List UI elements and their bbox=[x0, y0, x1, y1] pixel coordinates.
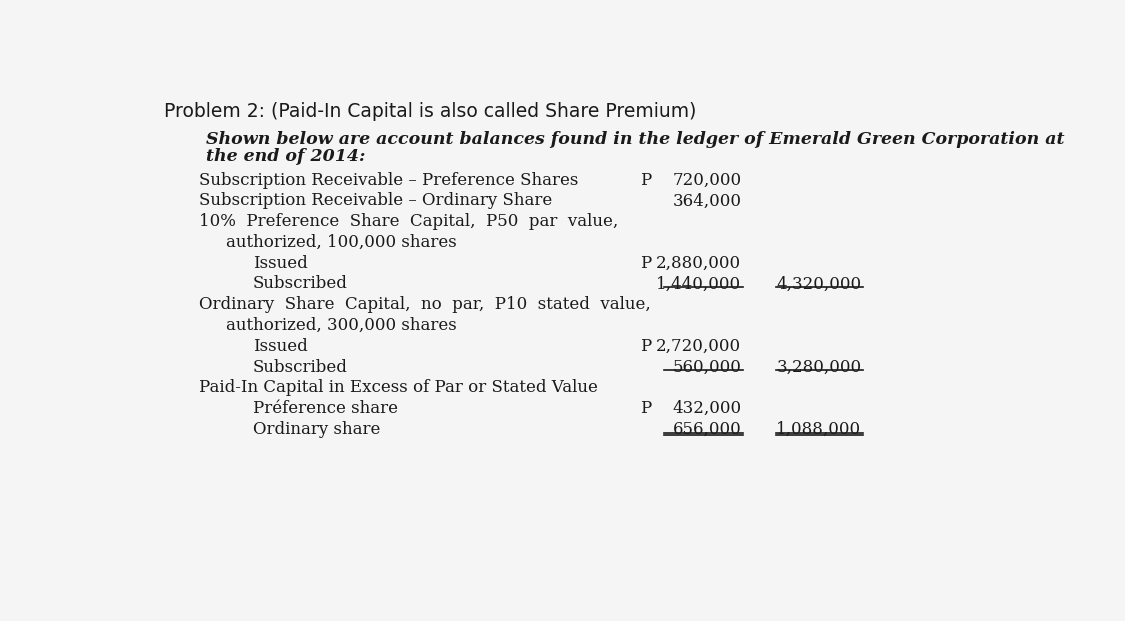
Text: Ordinary  Share  Capital,  no  par,  P10  stated  value,: Ordinary Share Capital, no par, P10 stat… bbox=[199, 296, 650, 313]
Text: P: P bbox=[640, 171, 651, 189]
Text: Subscribed: Subscribed bbox=[253, 359, 348, 376]
Text: authorized, 100,000 shares: authorized, 100,000 shares bbox=[226, 234, 457, 251]
Text: 720,000: 720,000 bbox=[672, 171, 741, 189]
Text: 656,000: 656,000 bbox=[673, 421, 741, 438]
Text: Subscription Receivable – Preference Shares: Subscription Receivable – Preference Sha… bbox=[199, 171, 578, 189]
Text: Issued: Issued bbox=[253, 338, 308, 355]
Text: 432,000: 432,000 bbox=[672, 400, 741, 417]
Text: Issued: Issued bbox=[253, 255, 308, 272]
Text: Subscription Receivable – Ordinary Share: Subscription Receivable – Ordinary Share bbox=[199, 193, 552, 209]
Text: 2,720,000: 2,720,000 bbox=[656, 338, 741, 355]
Text: 1,440,000: 1,440,000 bbox=[656, 276, 741, 292]
Text: 560,000: 560,000 bbox=[673, 359, 741, 376]
Text: 3,280,000: 3,280,000 bbox=[776, 359, 862, 376]
Text: Préference share: Préference share bbox=[253, 400, 398, 417]
Text: Ordinary share: Ordinary share bbox=[253, 421, 380, 438]
Text: Subscribed: Subscribed bbox=[253, 276, 348, 292]
Text: Problem 2: (Paid-In Capital is also called Share Premium): Problem 2: (Paid-In Capital is also call… bbox=[164, 102, 696, 121]
Text: Shown below are account balances found in the ledger of Emerald Green Corporatio: Shown below are account balances found i… bbox=[207, 131, 1065, 148]
Text: P: P bbox=[640, 400, 651, 417]
Text: 364,000: 364,000 bbox=[673, 193, 741, 209]
Text: P: P bbox=[640, 255, 651, 272]
Text: authorized, 300,000 shares: authorized, 300,000 shares bbox=[226, 317, 457, 334]
Text: P: P bbox=[640, 338, 651, 355]
Text: 10%  Preference  Share  Capital,  P50  par  value,: 10% Preference Share Capital, P50 par va… bbox=[199, 213, 618, 230]
Text: 4,320,000: 4,320,000 bbox=[776, 276, 862, 292]
Text: Paid-In Capital in Excess of Par or Stated Value: Paid-In Capital in Excess of Par or Stat… bbox=[199, 379, 597, 396]
Text: 1,088,000: 1,088,000 bbox=[776, 421, 862, 438]
Text: the end of 2014:: the end of 2014: bbox=[207, 148, 366, 165]
Text: 2,880,000: 2,880,000 bbox=[656, 255, 741, 272]
